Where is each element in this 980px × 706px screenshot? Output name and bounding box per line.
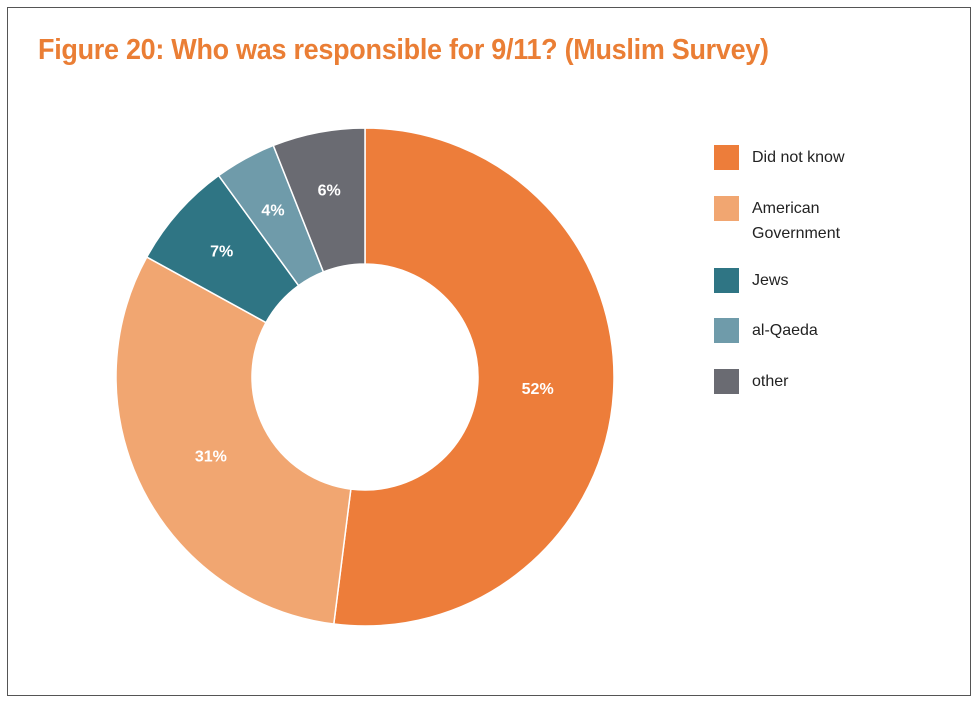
chart-title: Figure 20: Who was responsible for 9/11?… <box>38 34 769 66</box>
legend-item: Jews <box>714 268 882 293</box>
slice-american-government <box>115 256 352 625</box>
legend-item: al-Qaeda <box>714 318 882 343</box>
chart-frame <box>7 7 971 696</box>
legend-label: al-Qaeda <box>752 322 818 339</box>
legend-item: Did not know <box>714 145 882 170</box>
data-label: 31% <box>195 449 227 466</box>
data-label: 4% <box>261 203 284 220</box>
slice-did-not-know <box>332 127 615 627</box>
legend-swatch <box>714 268 739 293</box>
legend-label: Did not know <box>752 149 845 166</box>
legend-label: Jews <box>752 272 789 289</box>
legend-swatch <box>714 196 739 221</box>
legend-label: other <box>752 373 789 390</box>
data-label: 6% <box>318 182 341 199</box>
legend-item: American Government <box>714 196 882 246</box>
legend-swatch <box>714 145 739 170</box>
legend-swatch <box>714 369 739 394</box>
data-label: 52% <box>522 381 554 398</box>
legend-item: other <box>714 369 882 394</box>
data-label: 7% <box>210 244 233 261</box>
slice-other <box>272 127 366 273</box>
legend-swatch <box>714 318 739 343</box>
legend-label: American Government <box>752 200 841 242</box>
